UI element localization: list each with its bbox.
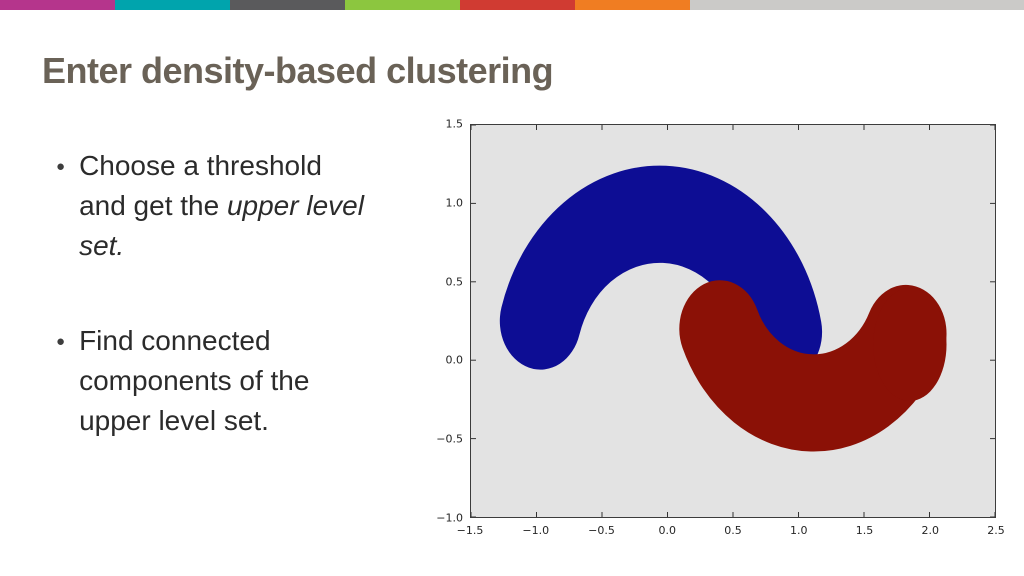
- y-tick-label: 1.5: [445, 117, 464, 131]
- topbar-segment: [230, 0, 345, 10]
- y-tick-label: 0.5: [445, 275, 464, 289]
- clusters-group: [499, 165, 947, 452]
- topbar-segment: [575, 0, 690, 10]
- topbar-segment: [0, 0, 115, 10]
- topbar-segment: [690, 0, 1024, 10]
- y-tick-label: −0.5: [436, 432, 463, 446]
- x-tick-labels: −1.5 −1.0 −0.5 0.0 0.5 1.0 1.5 2.0 2.5: [457, 524, 1005, 540]
- x-tick-label: 0.5: [724, 524, 742, 537]
- y-tick-label: −1.0: [436, 511, 463, 525]
- y-tick-labels: 1.5 1.0 0.5 0.0 −0.5 −1.0: [432, 118, 466, 525]
- bullet-text: Find connected components of the upper l…: [79, 321, 367, 440]
- topbar-segment: [345, 0, 460, 10]
- x-tick-label: −1.0: [522, 524, 550, 537]
- bullet-text-regular: Find connected components of the upper l…: [79, 325, 310, 436]
- y-tick-label: 1.0: [445, 196, 464, 210]
- bullet-text-regular: Choose a threshold and get the: [79, 150, 322, 221]
- x-tick-label: 1.0: [790, 524, 808, 537]
- x-tick-label: 2.0: [921, 524, 940, 537]
- x-tick-label: 2.5: [987, 524, 1005, 537]
- lower-moon-blob: [873, 288, 947, 401]
- bullet-icon: ●: [56, 333, 66, 351]
- slide-title: Enter density-based clustering: [42, 50, 554, 91]
- bullet-text-italic: upper level set.: [79, 189, 364, 261]
- x-tick-label: −0.5: [588, 524, 615, 537]
- upper-moon-region: [499, 165, 823, 381]
- bullet-list: ● Choose a threshold and get the upper l…: [56, 146, 396, 497]
- x-tick-label: −1.5: [456, 524, 484, 537]
- bullet-item: ● Find connected components of the upper…: [56, 321, 396, 440]
- topbar-segment: [460, 0, 575, 10]
- topbar-segment: [115, 0, 230, 10]
- plot-svg: [471, 125, 995, 517]
- top-bar: [0, 0, 1024, 10]
- density-plot-figure: 1.5 1.0 0.5 0.0 −0.5 −1.0 −1.5 −1.0 −0.5 0.0 0.5 1…: [432, 112, 1010, 548]
- bullet-icon: ●: [56, 158, 66, 175]
- bullet-item: ● Choose a threshold and get the upper l…: [56, 146, 396, 265]
- y-tick-label: 0.0: [445, 353, 464, 367]
- x-tick-label: 0.0: [658, 524, 677, 537]
- x-tick-label: 1.5: [855, 524, 874, 537]
- bullet-text: Choose a threshold and get the upper lev…: [79, 146, 367, 265]
- plot-area: [470, 124, 996, 518]
- tick-marks: [471, 125, 995, 517]
